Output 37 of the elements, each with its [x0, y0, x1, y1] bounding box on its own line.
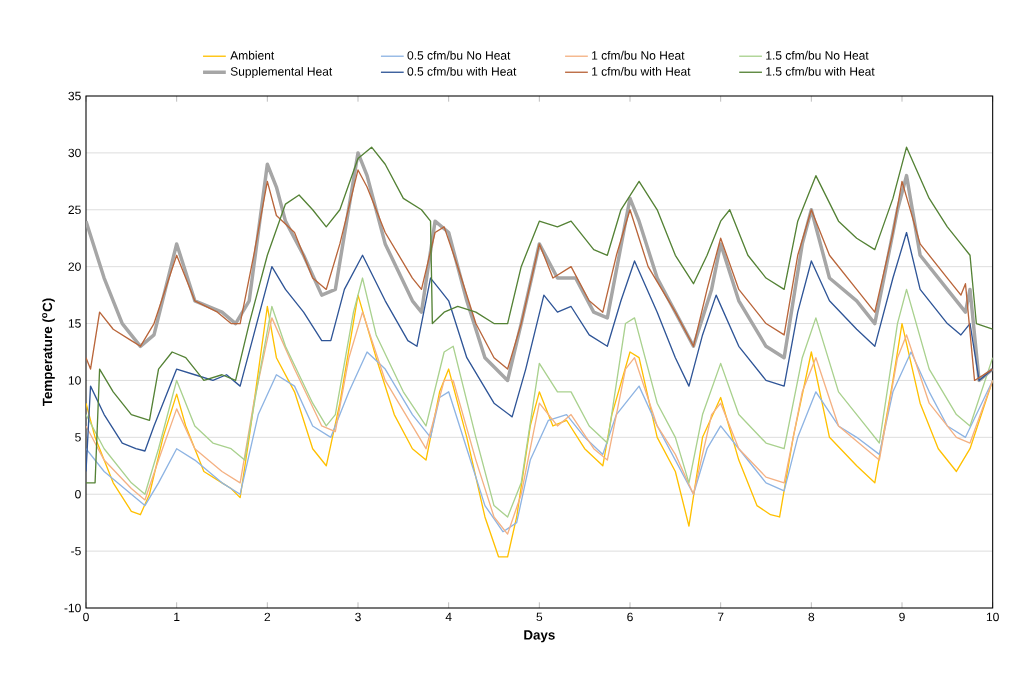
- x-tick-label: 2: [264, 612, 271, 622]
- legend-label: Ambient: [230, 50, 275, 60]
- x-tick-label: 10: [986, 612, 999, 622]
- y-tick-label: 20: [68, 262, 81, 271]
- legend-label: 1.5 cfm/bu No Heat: [766, 50, 869, 60]
- line-series: [86, 311, 993, 535]
- y-axis-title: Temperature ($^{o}$C): [42, 298, 55, 407]
- line-series: [86, 351, 993, 533]
- x-tick-label: 6: [627, 612, 633, 622]
- line-series: [86, 146, 993, 484]
- legend-label: Supplemental Heat: [230, 66, 333, 79]
- line-series: [86, 231, 993, 473]
- y-tick-label: -5: [71, 546, 81, 556]
- y-tick-label: 15: [68, 319, 81, 328]
- y-tick-label: -10: [64, 603, 81, 613]
- y-tick-label: 25: [68, 205, 81, 215]
- legend-label: 1 cfm/bu No Heat: [592, 50, 685, 60]
- legend-label: 1.5 cfm/bu with Heat: [766, 66, 875, 76]
- y-tick-label: 10: [68, 376, 81, 385]
- x-tick-label: 1: [174, 612, 180, 621]
- x-tick-label: 4: [445, 612, 452, 621]
- y-tick-label: 30: [68, 148, 81, 158]
- x-axis-title: Days: [524, 630, 555, 643]
- line-series: [86, 294, 993, 558]
- x-tick-label: 8: [808, 612, 815, 622]
- legend-label: 1 cfm/bu with Heat: [592, 66, 691, 76]
- legend-label: 0.5 cfm/bu with Heat: [407, 66, 517, 76]
- line-series: [86, 277, 993, 518]
- y-tick-label: 35: [68, 91, 81, 101]
- y-tick-label: 5: [75, 433, 81, 442]
- x-tick-label: 3: [355, 612, 361, 622]
- x-tick-label: 9: [899, 612, 905, 622]
- legend-label: 0.5 cfm/bu No Heat: [407, 50, 511, 60]
- x-tick-label: 0: [83, 612, 89, 622]
- x-tick-label: 5: [536, 612, 543, 622]
- x-tick-label: 7: [717, 612, 724, 621]
- y-tick-label: 0: [75, 489, 81, 499]
